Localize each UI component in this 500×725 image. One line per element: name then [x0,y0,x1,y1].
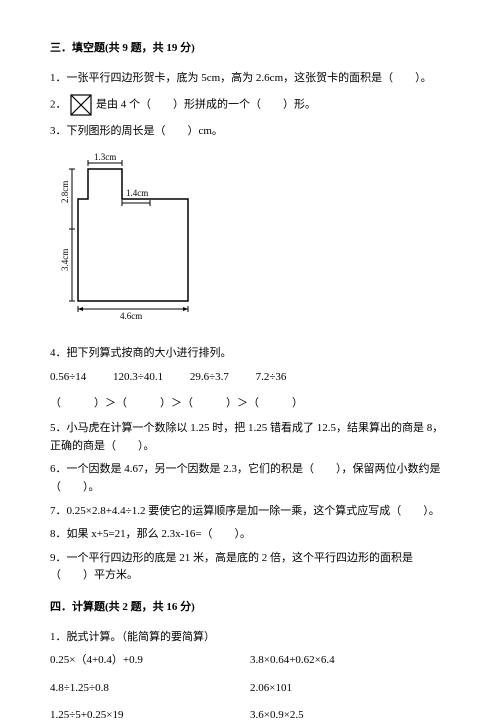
section-3-title: 三．填空题(共 9 题，共 19 分) [50,40,450,58]
q2-text-b: 是由 4 个（ ）形拼成的一个（ ）形。 [96,99,316,111]
label-right-inner: 1.4cm [126,188,148,198]
label-top: 1.3cm [94,152,116,162]
q4-expr-4: 7.2÷36 [256,369,287,387]
calc-row-2: 4.8÷1.25÷0.8 2.06×101 [50,680,450,698]
question-3-6: 6．一个因数是 4.67，另一个因数是 2.3，它们的积是（ ），保留两位小数约… [50,461,450,496]
calc-row-1: 0.25×（4+0.4）+0.9 3.8×0.64+0.62×6.4 [50,652,450,670]
question-3-4: 4．把下列算式按商的大小进行排列。 [50,345,450,363]
question-3-8: 8．如果 x+5=21，那么 2.3x-16=（ ）。 [50,526,450,544]
calc-3a: 1.25÷5+0.25×19 [50,707,250,725]
q4-expr-2: 120.3÷40.1 [113,369,163,387]
question-3-2: 2． 是由 4 个（ ）形拼成的一个（ ）形。 [50,93,450,117]
question-3-5: 5．小马虎在计算一个数除以 1.25 时，把 1.25 错看成了 12.5，结果… [50,420,450,455]
question-3-3: 3．下列图形的周长是（ ）cm。 [50,123,450,141]
question-3-7: 7．0.25×2.8+4.4÷1.2 要使它的运算顺序是加一除一乘，这个算式应写… [50,503,450,521]
perimeter-figure: 1.3cm 2.8cm 1.4cm 3.4cm 4.6cm [50,151,450,328]
section-4-title: 四．计算题(共 2 题，共 16 分) [50,599,450,617]
calc-row-3: 1.25÷5+0.25×19 3.6×0.9×2.5 [50,707,450,725]
calc-2b: 2.06×101 [250,680,450,698]
calc-1a: 0.25×（4+0.4）+0.9 [50,652,250,670]
question-3-9: 9．一个平行四边形的底是 21 米，高是底的 2 倍，这个平行四边形的面积是（ … [50,550,450,585]
q2-text-a: 2． [50,99,67,111]
label-left-upper: 2.8cm [60,181,70,203]
question-3-1: 1．一张平行四边形贺卡，底为 5cm，高为 2.6cm，这张贺卡的面积是（ ）。 [50,70,450,88]
calc-2a: 4.8÷1.25÷0.8 [50,680,250,698]
calc-1b: 3.8×0.64+0.62×6.4 [250,652,450,670]
q4-expr-3: 29.6÷3.7 [190,369,229,387]
q4-expr-1: 0.56÷14 [50,369,86,387]
label-left-lower: 3.4cm [60,249,70,271]
calc-3b: 3.6×0.9×2.5 [250,707,450,725]
q4-compare-row: （ ）＞（ ）＞（ ）＞（ ） [50,395,450,413]
square-x-icon [69,93,93,117]
label-bottom: 4.6cm [120,311,142,321]
question-4-1: 1．脱式计算。（能简算的要简算） [50,629,450,647]
q4-expressions: 0.56÷14 120.3÷40.1 29.6÷3.7 7.2÷36 [50,369,450,387]
